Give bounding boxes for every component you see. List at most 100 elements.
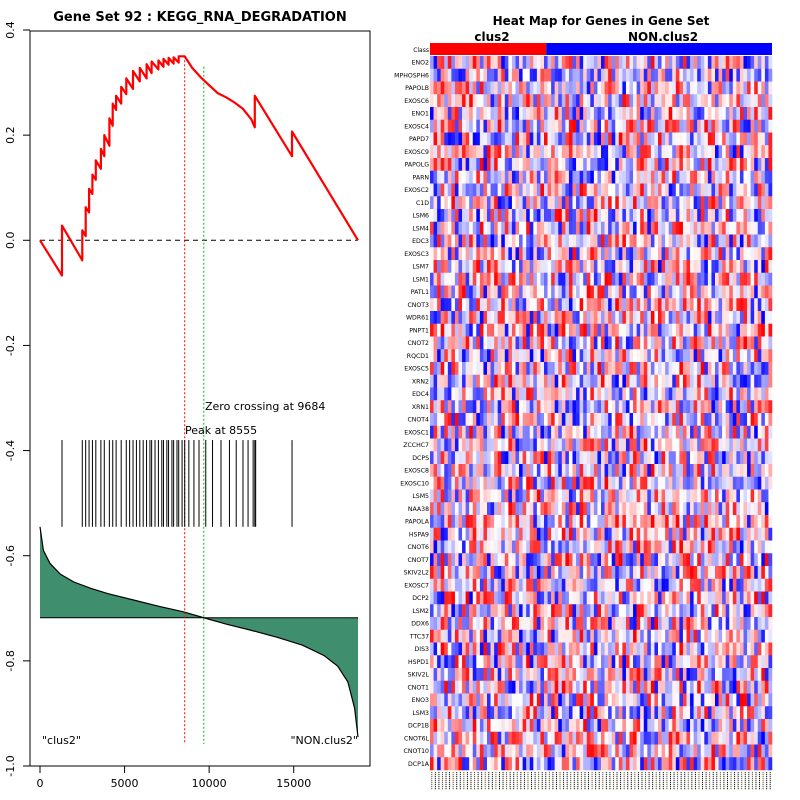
heatmap-cell <box>526 94 530 108</box>
heatmap-cell <box>479 311 484 324</box>
heatmap-cell <box>658 323 662 337</box>
heatmap-cell <box>593 68 598 82</box>
heatmap-cell <box>472 323 477 337</box>
heatmap-cell <box>497 336 502 350</box>
heatmap-cell <box>615 183 620 197</box>
heatmap-cell <box>601 438 605 452</box>
heatmap-cell <box>672 502 677 516</box>
heatmap-cell <box>668 119 673 133</box>
heatmap-cell <box>522 591 527 605</box>
heatmap-cell <box>568 476 573 490</box>
heatmap-cell <box>511 81 516 95</box>
heatmap-cell <box>729 145 734 159</box>
heatmap-cell <box>511 489 516 503</box>
heatmap-cell <box>636 680 641 694</box>
heatmap-cell <box>547 362 552 375</box>
heatmap-cell <box>469 655 473 669</box>
heatmap-cell <box>761 362 766 375</box>
heatmap-cell <box>451 438 456 452</box>
heatmap-cell <box>536 642 541 656</box>
heatmap-cell <box>739 196 744 210</box>
heatmap-cell <box>761 336 766 350</box>
heatmap-cell <box>476 119 481 133</box>
heatmap-cell <box>597 158 602 171</box>
heatmap-cell <box>454 604 459 618</box>
heatmap-cell <box>519 209 523 222</box>
heatmap-cell <box>711 94 716 108</box>
heatmap-cell <box>458 170 463 184</box>
heatmap-cell <box>522 285 527 299</box>
heatmap-cell <box>725 183 730 197</box>
heatmap-cell <box>732 668 737 681</box>
heatmap-cell <box>579 323 584 337</box>
heatmap-cell <box>622 170 627 184</box>
heatmap-cell <box>576 464 580 477</box>
heatmap-cell <box>700 617 705 630</box>
heatmap-cell <box>490 566 495 579</box>
heatmap-cell <box>686 425 691 439</box>
heatmap-cell <box>440 209 445 222</box>
heatmap-cell <box>593 234 598 248</box>
heatmap-cell <box>494 578 498 592</box>
heatmap-cell <box>558 387 563 401</box>
heatmap-cell <box>501 489 506 503</box>
heatmap-cell <box>515 476 520 490</box>
heatmap-cell <box>750 489 755 503</box>
heatmap-cell <box>519 68 523 82</box>
heatmap-cell <box>565 234 570 248</box>
heatmap-cell <box>586 642 591 656</box>
heatmap-cell <box>729 107 734 120</box>
heatmap-cell <box>576 438 580 452</box>
heatmap-cell <box>715 617 719 630</box>
heatmap-cell <box>725 158 730 171</box>
heatmap-cell <box>661 119 666 133</box>
heatmap-cell <box>711 566 716 579</box>
heatmap-cell <box>643 132 648 146</box>
heatmap-cell <box>454 617 459 630</box>
heatmap-cell <box>522 183 527 197</box>
heatmap-cell <box>618 119 623 133</box>
heatmap-cell <box>454 629 459 643</box>
heatmap-cell <box>643 170 648 184</box>
heatmap-cell <box>465 247 470 261</box>
heatmap-cell <box>747 247 751 261</box>
heatmap-cell <box>447 349 452 363</box>
heatmap-cell <box>729 553 734 567</box>
heatmap-cell <box>583 158 587 171</box>
heatmap-cell <box>736 94 741 108</box>
heatmap-cell <box>604 272 609 286</box>
heatmap-cell <box>561 221 566 235</box>
heatmap-cell <box>711 668 716 681</box>
heatmap-cell <box>700 668 705 681</box>
heatmap-cell <box>504 566 509 579</box>
heatmap-cell <box>444 706 449 720</box>
heatmap-cell <box>469 476 473 490</box>
heatmap-cell <box>675 323 680 337</box>
heatmap-cell <box>561 693 566 707</box>
heatmap-cell <box>497 170 502 184</box>
heatmap-cell <box>572 629 577 643</box>
heatmap-cell <box>558 425 563 439</box>
heatmap-cell <box>444 94 449 108</box>
heatmap-cell <box>508 170 513 184</box>
heatmap-cell <box>572 311 577 324</box>
heatmap-cell <box>522 604 527 618</box>
heatmap-cell <box>522 323 527 337</box>
rank-metric-curve <box>39 526 359 738</box>
heatmap-cell <box>447 629 452 643</box>
heatmap-cell <box>465 553 470 567</box>
heatmap-cell <box>675 260 680 273</box>
heatmap-cell <box>490 629 495 643</box>
heatmap-cell <box>611 234 616 248</box>
heatmap-cell <box>472 272 477 286</box>
heatmap-cell <box>583 81 587 95</box>
heatmap-cell <box>757 617 762 630</box>
heatmap-cell <box>544 425 548 439</box>
heatmap-cell <box>618 209 623 222</box>
heatmap-cell <box>658 196 662 210</box>
heatmap-cell <box>665 425 669 439</box>
heatmap-cell <box>729 196 734 210</box>
heatmap-cell <box>565 132 570 146</box>
heatmap-cell <box>444 413 449 426</box>
heatmap-cell <box>625 132 630 146</box>
